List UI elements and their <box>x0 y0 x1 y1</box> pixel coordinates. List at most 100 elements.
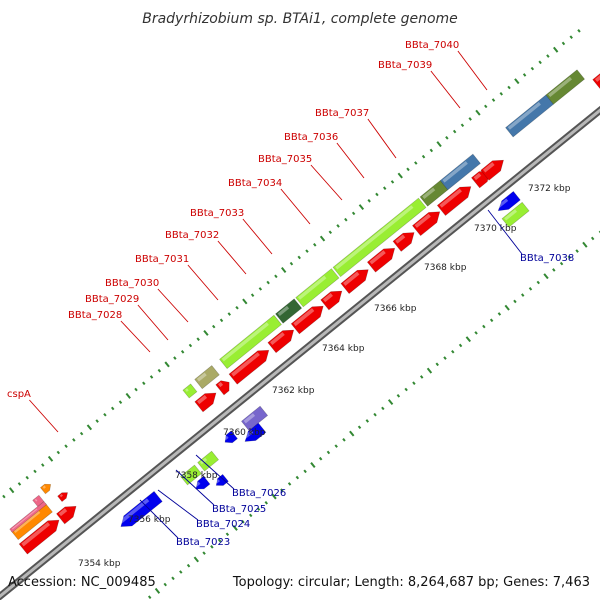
minor-tick <box>561 41 566 46</box>
major-tick <box>232 524 238 531</box>
minor-tick <box>217 538 222 543</box>
minor-tick <box>489 318 494 323</box>
minor-tick <box>567 255 572 260</box>
reverse-feature-purple <box>241 405 269 432</box>
minor-tick <box>474 331 478 335</box>
leader-line <box>29 399 59 433</box>
minor-tick <box>357 425 362 430</box>
minor-tick <box>429 148 434 153</box>
major-tick <box>310 462 316 468</box>
tick-label: 7356 kbp <box>128 515 171 525</box>
leader-line <box>157 489 199 521</box>
minor-tick <box>482 324 486 329</box>
minor-tick <box>342 438 346 442</box>
minor-tick <box>110 406 115 411</box>
leader-line <box>242 218 273 255</box>
leader-line <box>457 50 488 91</box>
minor-tick <box>173 356 177 360</box>
forward-cds-arrow <box>18 519 60 555</box>
leader-line <box>430 70 461 109</box>
minor-tick <box>264 500 268 505</box>
minor-tick <box>344 217 348 222</box>
leader-line <box>367 118 397 159</box>
gene-label: BBta_7025 <box>212 504 266 515</box>
major-tick <box>203 329 209 336</box>
gene-label: BBta_7031 <box>135 254 189 265</box>
minor-tick <box>484 104 488 109</box>
forward-cds-arrow <box>215 380 230 396</box>
feature-bar-olive <box>419 180 449 207</box>
minor-tick <box>56 450 61 455</box>
minor-tick <box>25 475 29 480</box>
leader-line <box>187 264 219 301</box>
minor-tick <box>536 280 540 285</box>
tick-label: 7362 kbp <box>272 386 315 396</box>
major-tick <box>193 556 199 563</box>
minor-tick <box>227 312 232 316</box>
gene-label: BBta_7034 <box>228 178 282 189</box>
gene-label: BBta_7038 <box>520 253 574 264</box>
major-tick <box>125 392 131 399</box>
feature-bar-green <box>219 314 282 369</box>
minor-tick <box>188 343 193 348</box>
major-tick <box>426 367 433 374</box>
forward-cds-arrow <box>56 505 77 525</box>
minor-tick <box>149 375 154 379</box>
minor-tick <box>147 595 152 599</box>
minor-tick <box>274 274 278 279</box>
minor-tick <box>468 117 472 121</box>
major-tick <box>436 141 442 148</box>
minor-tick <box>250 293 255 297</box>
leader-line <box>336 142 365 179</box>
accession-text: Accession: NC_009485 <box>8 575 156 590</box>
feature-bar-olive <box>545 69 586 105</box>
gene-label: BBta_7028 <box>68 310 122 321</box>
minor-tick <box>103 412 107 417</box>
forward-cds-arrow <box>411 211 441 237</box>
major-tick <box>281 267 287 273</box>
minor-tick <box>266 280 270 285</box>
reverse-cds-arrow <box>194 475 211 490</box>
minor-tick <box>396 393 401 398</box>
minor-tick <box>241 519 245 524</box>
minor-tick <box>212 324 216 329</box>
minor-tick <box>202 551 206 555</box>
tick-label: 7354 kbp <box>78 559 121 569</box>
minor-tick <box>546 54 550 58</box>
gene-label: BBta_7030 <box>105 278 159 289</box>
leader-line <box>310 164 343 201</box>
gene-label: BBta_7035 <box>258 154 312 165</box>
minor-tick <box>249 513 253 518</box>
major-tick <box>86 424 93 431</box>
feature-bar-green <box>182 383 198 399</box>
leader-line <box>139 499 179 539</box>
minor-tick <box>499 91 504 96</box>
minor-tick <box>2 494 6 499</box>
label-layer: 7354 kbp 7356 kbp 7358 kbp 7360 kbp 7362 kbp… <box>7 40 574 569</box>
forward-cds-arrow <box>228 349 270 385</box>
minor-tick <box>365 419 370 423</box>
reverse-feature-green <box>180 464 202 486</box>
minor-tick <box>180 350 185 354</box>
minor-tick <box>95 419 99 423</box>
leader-line <box>195 454 235 490</box>
gene-label: BBta_7040 <box>405 40 459 51</box>
minor-tick <box>367 198 371 203</box>
major-tick <box>543 273 549 280</box>
minor-tick <box>210 545 214 549</box>
minor-tick <box>336 224 340 228</box>
minor-tick <box>295 475 300 480</box>
reverse-cds-arrow <box>118 490 163 527</box>
reverse-cds-arrow <box>215 473 229 486</box>
major-tick <box>271 493 277 500</box>
topology-text: Topology: circular; Length: 8,264,687 bp… <box>232 575 590 590</box>
tick-layer <box>2 29 600 599</box>
forward-cds-arrow <box>57 492 68 503</box>
minor-tick <box>33 469 37 474</box>
minor-tick <box>303 469 307 474</box>
minor-tick <box>404 387 408 392</box>
feature-bar-steelblue <box>505 94 554 138</box>
gene-label: BBta_7026 <box>232 488 286 499</box>
minor-tick <box>460 123 465 128</box>
